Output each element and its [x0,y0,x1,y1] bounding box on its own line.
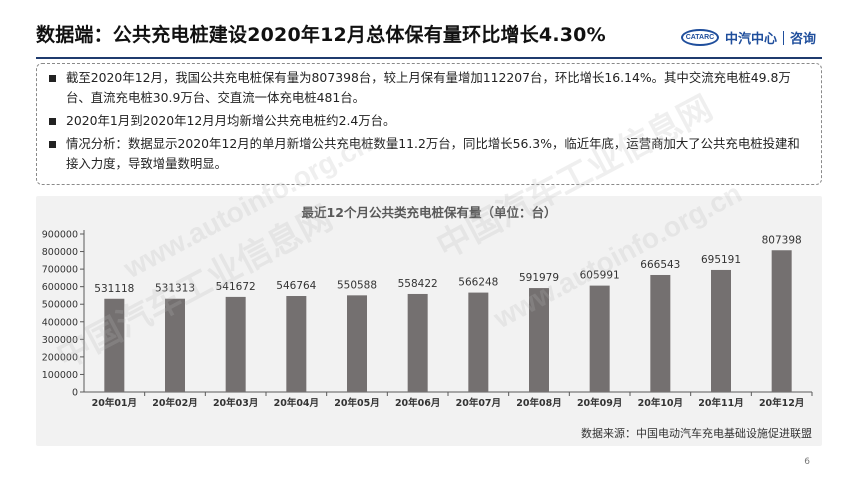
data-source: 数据来源：中国电动汽车充电基础设施促进联盟 [581,427,812,440]
x-tick-label: 20年04月 [274,397,319,409]
bar [286,296,307,392]
data-label: 566248 [458,277,498,289]
x-tick-label: 20年01月 [92,397,137,409]
data-label: 605991 [580,270,620,282]
summary-box: 截至2020年12月，我国公共充电桩保有量为807398台，较上月保有量增加11… [36,63,822,185]
logo-secondary-text: 咨询 [789,32,816,47]
chart-title: 最近12个月公共类充电桩保有量（单位：台） [301,205,557,220]
y-tick-label: 200000 [42,352,78,363]
data-label: 558422 [398,278,438,290]
logo-primary-text: 中汽中心 [724,32,777,47]
y-tick-label: 0 [72,388,78,399]
x-tick-label: 20年08月 [516,397,561,409]
y-tick-label: 600000 [42,282,78,293]
bar [407,293,428,392]
page-number: 6 [804,457,810,467]
data-label: 666543 [640,259,680,271]
bar [468,292,489,392]
bar [529,288,549,392]
catarc-logo: CATARC 中汽中心 咨询 [680,28,816,47]
data-label: 531118 [94,283,134,295]
bar [650,274,671,392]
x-tick-label: 20年07月 [456,397,501,409]
summary-bullet: 2020年1月到2020年12月月均新增公共充电桩约2.4万台。 [47,111,811,131]
bar [104,298,125,392]
bar [711,269,731,392]
data-label: 695191 [701,254,741,266]
data-label: 546764 [276,280,316,292]
bar [589,285,610,392]
chart-panel: 最近12个月公共类充电桩保有量（单位：台） 0 100000 200000 30000… [36,196,822,446]
x-tick-label: 20年12月 [759,397,804,409]
bar [225,296,246,392]
catarc-badge-icon: CATARC [680,29,719,46]
x-tick-label: 20年11月 [698,397,743,409]
bar-chart: 0 100000 200000 300000 400000 500000 600000 700… [42,230,813,409]
data-label: 591979 [519,272,559,284]
y-tick-label: 400000 [42,317,78,328]
y-tick-label: 700000 [42,265,78,276]
x-tick-label: 20年06月 [395,397,440,409]
square-bullet-icon [49,75,56,82]
data-label: 550588 [337,279,377,291]
x-tick-label: 20年10月 [638,397,683,409]
y-tick-label: 800000 [42,247,78,258]
y-tick-label: 100000 [42,370,78,381]
bullet-text: 2020年1月到2020年12月月均新增公共充电桩约2.4万台。 [66,113,396,128]
x-tick-label: 20年02月 [152,397,197,409]
title-divider [36,57,822,59]
square-bullet-icon [49,118,56,125]
bullet-text: 情况分析：数据显示2020年12月的单月新增公共充电桩数量11.2万台，同比增长… [66,136,800,171]
logo-separator [782,30,784,45]
y-tick-label: 300000 [42,335,78,346]
x-tick-label: 20年09月 [577,397,622,409]
x-tick-label: 20年03月 [213,397,258,409]
x-tick-label: 20年05月 [334,397,379,409]
summary-bullet: 截至2020年12月，我国公共充电桩保有量为807398台，较上月保有量增加11… [47,68,811,108]
summary-bullet: 情况分析：数据显示2020年12月的单月新增公共充电桩数量11.2万台，同比增长… [47,134,811,174]
y-tick-label: 500000 [42,300,78,311]
bar [771,250,792,392]
bar [347,295,367,392]
data-label: 541672 [216,281,256,293]
bar [165,298,185,392]
data-label: 531313 [155,283,195,295]
page-title: 数据端：公共充电桩建设2020年12月总体保有量环比增长4.30% [36,24,606,46]
square-bullet-icon [49,141,56,148]
y-tick-label: 900000 [42,230,78,241]
bullet-text: 截至2020年12月，我国公共充电桩保有量为807398台，较上月保有量增加11… [66,70,791,105]
data-label: 807398 [762,234,802,246]
